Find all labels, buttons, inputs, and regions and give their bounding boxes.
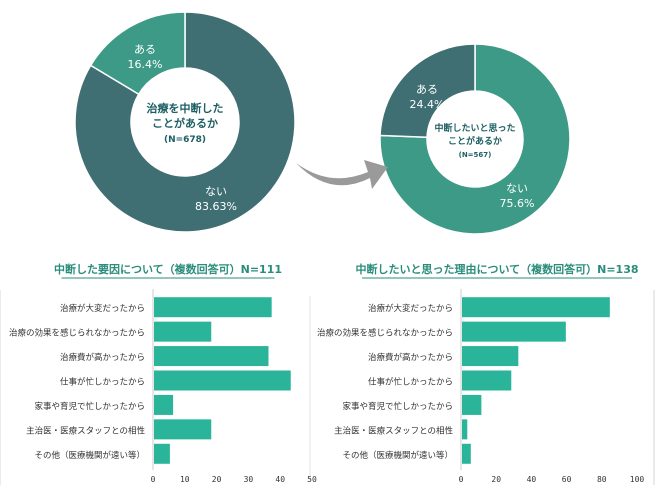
x-tick-label: 60	[562, 475, 572, 484]
category-label: 主治医・医療スタッフとの相性	[334, 425, 453, 436]
x-tick-label: 30	[244, 475, 254, 484]
bar	[154, 443, 170, 464]
bar	[462, 370, 512, 391]
slice-label: ない	[205, 185, 227, 198]
bar	[154, 394, 174, 415]
bar	[462, 346, 519, 367]
category-label: 治療費が高かったから	[368, 352, 453, 363]
slice-label: ある	[134, 43, 156, 56]
category-label: 家事や育児で忙しかったから	[342, 401, 453, 412]
category-label: その他（医療機関が遠い等）	[342, 450, 453, 461]
x-tick-label: 20	[212, 475, 222, 484]
slice-value-label: 24.4%	[410, 98, 445, 111]
x-tick-label: 40	[275, 475, 285, 484]
donut-slice	[379, 43, 476, 138]
x-tick-label: 100	[630, 475, 645, 484]
category-label: 仕事が忙しかったから	[60, 377, 145, 388]
category-label: 主治医・医療スタッフとの相性	[26, 425, 145, 436]
bar	[462, 394, 482, 415]
category-label: その他（医療機関が遠い等）	[34, 450, 145, 461]
bar-chart-2: 中断したいと思った理由について（複数回答可）N=138 治療が大変だったから治療の…	[317, 262, 644, 484]
bar	[154, 297, 272, 318]
bar-chart-1: 中断した要因について（複数回答可）N=111 治療が大変だったから治療の効果を感じ…	[9, 262, 317, 484]
slice-value-label: 75.6%	[500, 197, 535, 210]
category-label: 治療の効果を感じられなかったから	[9, 328, 145, 339]
donut-center-label: ことがあるか	[448, 135, 502, 147]
category-label: 仕事が忙しかったから	[368, 377, 453, 388]
x-tick-label: 40	[527, 475, 537, 484]
category-label: 治療が大変だったから	[60, 303, 145, 314]
bar	[154, 419, 212, 440]
category-label: 治療費が高かったから	[60, 352, 145, 363]
arrow-icon	[296, 160, 388, 189]
bar	[462, 297, 610, 318]
bar	[154, 346, 269, 367]
category-label: 治療の効果を感じられなかったから	[317, 328, 453, 339]
slice-value-label: 83.63%	[195, 200, 237, 213]
donut-center-label: 中断したいと思った	[434, 122, 515, 134]
x-tick-label: 80	[597, 475, 607, 484]
x-tick-label: 0	[459, 475, 464, 484]
bar	[154, 370, 291, 391]
donut-slice	[89, 11, 186, 96]
donut-center-label: (N=567)	[459, 151, 492, 159]
x-tick-label: 10	[180, 475, 190, 484]
x-tick-label: 20	[491, 475, 501, 484]
category-label: 治療が大変だったから	[368, 303, 453, 314]
chart-title: 中断したいと思った理由について（複数回答可）N=138	[355, 262, 638, 276]
slice-label: ない	[506, 182, 528, 195]
x-tick-label: 50	[307, 475, 317, 484]
slice-label: ある	[416, 83, 438, 96]
bar	[462, 443, 471, 464]
bar	[462, 321, 566, 342]
donut-center-label: (N=678)	[164, 135, 206, 145]
donut-center-label: ことがあるか	[152, 116, 218, 130]
donut-slice	[379, 43, 571, 235]
x-tick-label: 0	[151, 475, 156, 484]
category-label: 家事や育児で忙しかったから	[34, 401, 145, 412]
bar	[154, 321, 212, 342]
bar	[462, 419, 468, 440]
donut-slice	[74, 11, 296, 233]
chart-title: 中断した要因について（複数回答可）N=111	[54, 262, 282, 276]
donut-center-label: 治療を中断した	[147, 101, 224, 115]
slice-value-label: 16.4%	[128, 58, 163, 71]
